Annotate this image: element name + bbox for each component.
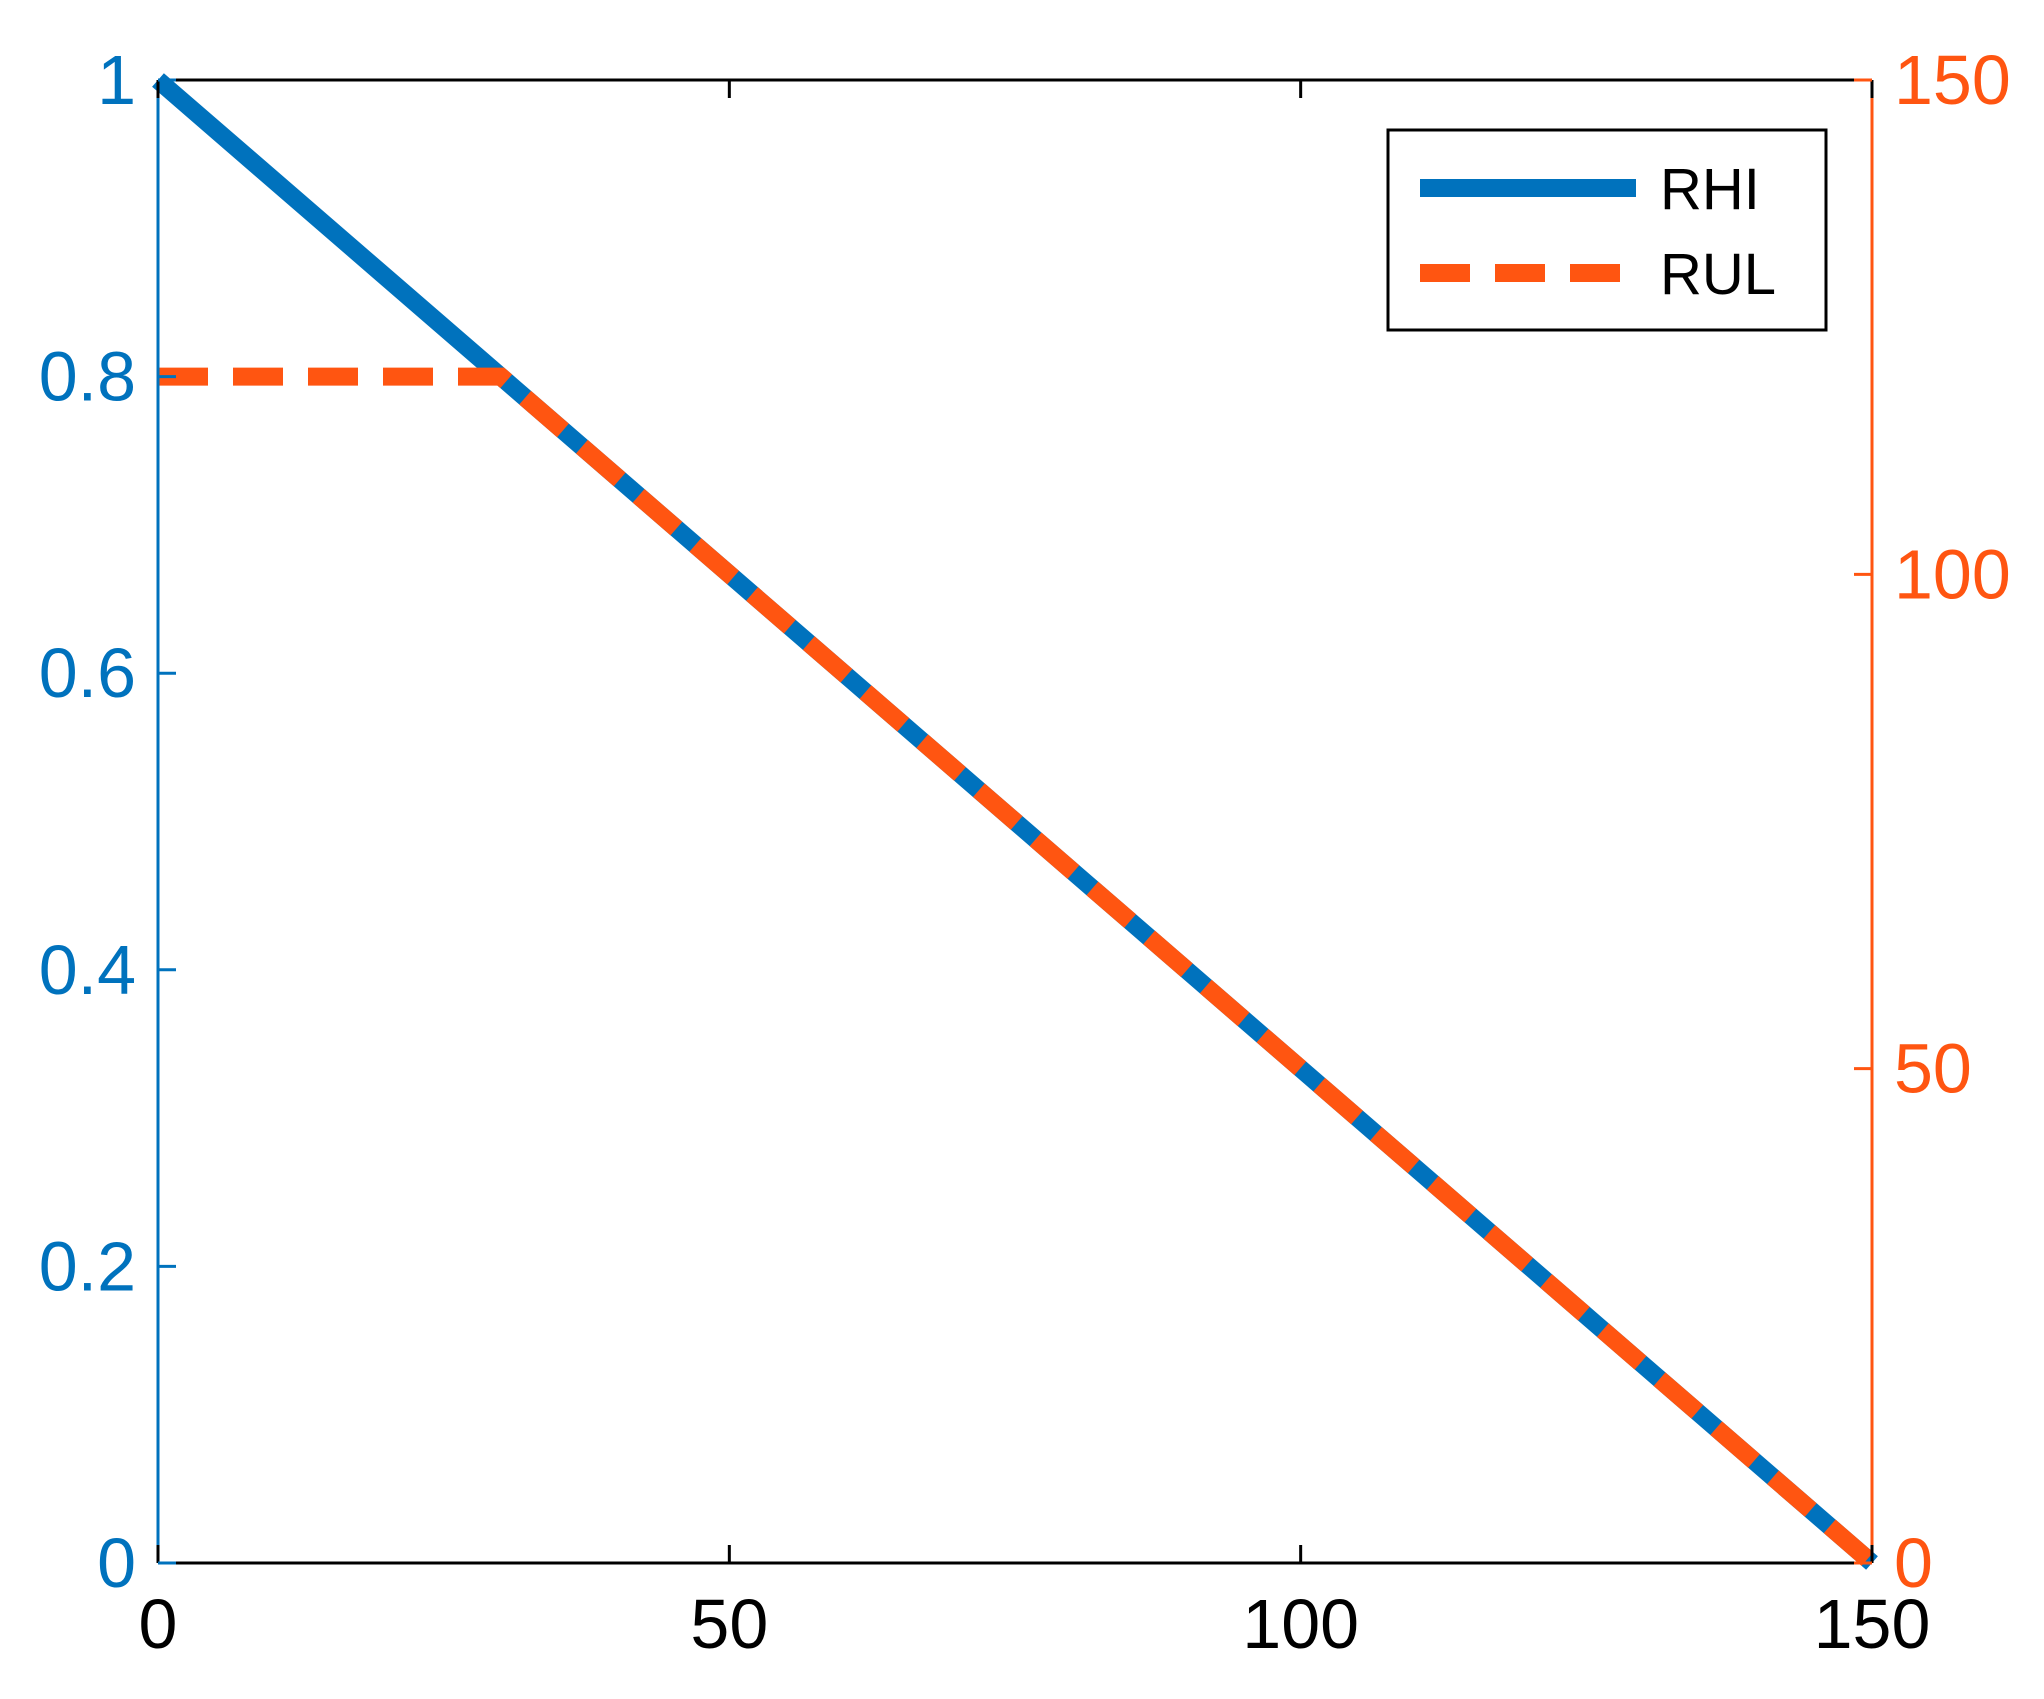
x-tick-label: 100 xyxy=(1242,1585,1359,1663)
x-tick-label: 50 xyxy=(690,1585,768,1663)
legend-box xyxy=(1386,128,1828,332)
y-tick-label: 0 xyxy=(97,1524,136,1602)
y-tick-label: 0.2 xyxy=(39,1227,136,1305)
y2-tick-label: 150 xyxy=(1894,41,2011,119)
legend-label-rhi: RHI xyxy=(1660,157,1760,222)
y-tick-label: 0.4 xyxy=(39,931,136,1009)
series-layer xyxy=(152,73,1878,1570)
series-line-rul xyxy=(158,367,1878,1570)
y2-tick-label: 100 xyxy=(1894,535,2011,613)
y-tick-label: 0.6 xyxy=(39,634,136,712)
y-tick-label: 1 xyxy=(97,41,136,119)
legend-label-rul: RUL xyxy=(1660,242,1776,307)
legend: RHI RUL xyxy=(1386,128,1828,332)
x-tick-label: 150 xyxy=(1814,1585,1931,1663)
y-tick-label: 0.8 xyxy=(39,338,136,416)
x-tick-label: 0 xyxy=(139,1585,178,1663)
y2-tick-label: 0 xyxy=(1894,1524,1933,1602)
y2-tick-label: 50 xyxy=(1894,1030,1972,1108)
